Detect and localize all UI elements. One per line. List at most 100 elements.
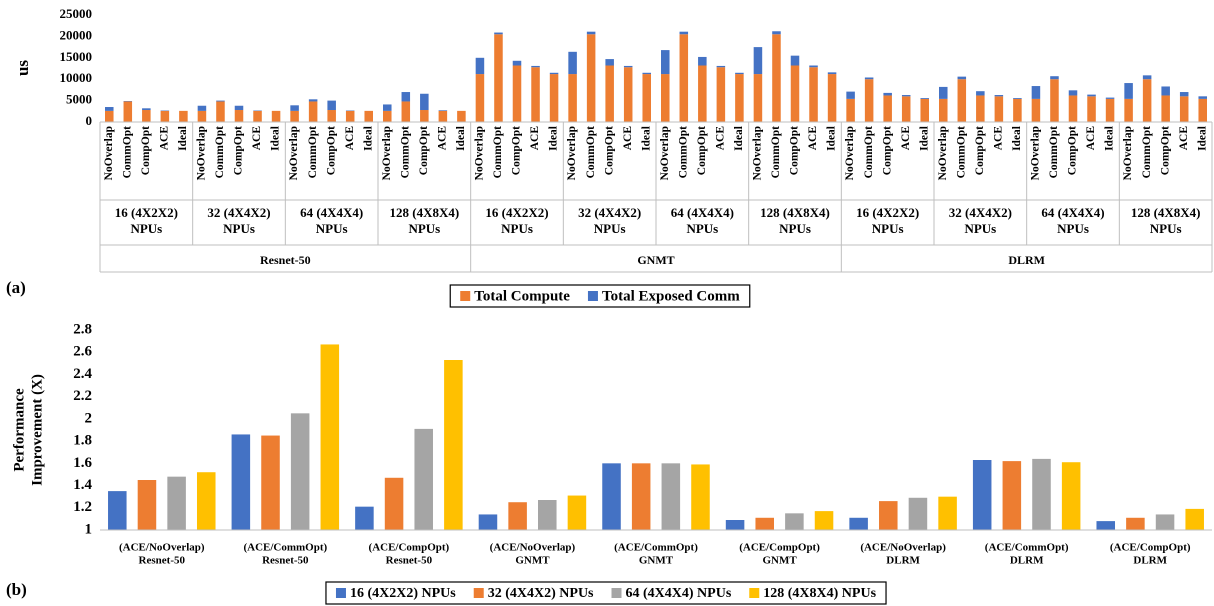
legend-label: Total Exposed Comm [602,288,740,304]
bar [785,513,804,530]
y-tick-label: 1.2 [73,499,92,515]
bar-segment [308,99,318,102]
bar [567,495,587,530]
bar-segment [253,110,262,122]
y-axis-label: us [13,60,32,76]
bar [196,472,216,530]
x-tick-label: NoOverlap [752,126,764,180]
bar-segment [290,105,299,111]
y-tick-label: 1 [85,521,93,537]
x-tick-label: NoOverlap [196,126,208,180]
bar [384,477,404,530]
x-tick-label: Ideal [918,126,930,151]
bar-segment [809,67,818,122]
bar-segment [1198,98,1207,122]
group-label: 32 (4X4X2) [578,205,641,220]
y-tick-label: 20000 [60,27,93,42]
bar [661,463,681,530]
y-axis-label: Performance [11,388,27,472]
bar-segment [957,79,967,122]
group-label: 64 (4X4X4) [671,205,734,220]
bar-segment [549,72,559,75]
legend-swatch [335,588,346,598]
y-tick-label: 0 [86,113,93,128]
bar-segment [864,79,874,122]
bar-segment [1179,96,1189,122]
bar-segment [901,96,911,122]
x-tick-label: NoOverlap [103,126,115,180]
legend-swatch [460,291,471,301]
bar-segment [883,95,892,122]
bar [108,491,127,530]
bar-segment [1142,75,1152,80]
bar-segment [605,59,614,66]
y-tick-label: 5000 [66,92,92,107]
x-tick-label: ACE [1085,126,1097,151]
bar-segment [197,105,207,111]
bar-segment [234,110,244,122]
bar-segment [1105,98,1115,122]
bar-segment [216,100,225,102]
x-tick-label: CompOpt [881,126,893,175]
panel-label: (a) [6,278,26,297]
x-tick-label: Ideal [826,126,838,151]
group-label: 64 (4X4X4) [300,205,363,220]
group-label: 16 (4X2X2) [856,205,919,220]
bar-segment [1087,94,1096,97]
y-tick-label: 2.6 [73,344,92,360]
bar-segment [827,74,837,122]
bar-segment [531,65,540,68]
bar [261,435,280,530]
y-tick-label: 1.6 [73,455,92,471]
group-label: NPUs [872,221,904,236]
y-tick-label: 25000 [60,6,93,21]
group-label: NPUs [779,221,811,236]
y-tick-label: 15000 [60,49,93,64]
x-tick-label: GNMT [515,555,550,567]
bar [355,506,374,530]
bar-segment [642,74,651,122]
bar [908,497,928,530]
x-tick-label: CommOpt [1141,126,1153,179]
bar [1096,521,1116,530]
bar-segment [105,107,114,111]
bar-segment [623,65,633,68]
bar-segment [420,93,429,111]
bar [290,413,310,530]
bar-segment [1031,86,1041,99]
bar-segment [512,60,522,66]
bar-segment [494,32,503,35]
bar [755,517,774,530]
x-tick-label: ACE [622,126,634,151]
bar-segment [383,110,392,122]
legend-label: 16 (4X2X2) NPUs [350,586,456,601]
legend-box [325,581,887,605]
x-tick-label: Ideal [455,126,467,151]
bar-segment [735,74,744,122]
group-label: 16 (4X2X2) [485,205,548,220]
bar-segment [753,47,763,75]
x-tick-label: ACE [900,126,912,151]
bar-segment [216,101,225,122]
bar-segment [976,95,985,122]
x-tick-label: Ideal [548,126,560,151]
bar-segment [790,65,800,122]
bar-segment [1124,98,1133,122]
bar-segment [790,55,800,66]
bar-segment [1198,96,1207,99]
x-tick-label: (ACE/CommOpt) [614,542,698,554]
bar-segment [661,50,670,75]
bar [691,464,710,530]
bar-segment [883,92,892,96]
x-tick-label: Ideal [640,126,652,151]
x-tick-label: CommOpt [214,126,226,179]
y-tick-label: 2 [85,410,93,426]
bar-segment [586,31,596,35]
bar [231,434,251,530]
bar-segment [698,65,707,122]
bar [167,476,186,530]
y-tick-label: 1.4 [73,477,92,493]
bar-segment [716,67,726,122]
x-tick-label: NoOverlap [1122,126,1134,180]
